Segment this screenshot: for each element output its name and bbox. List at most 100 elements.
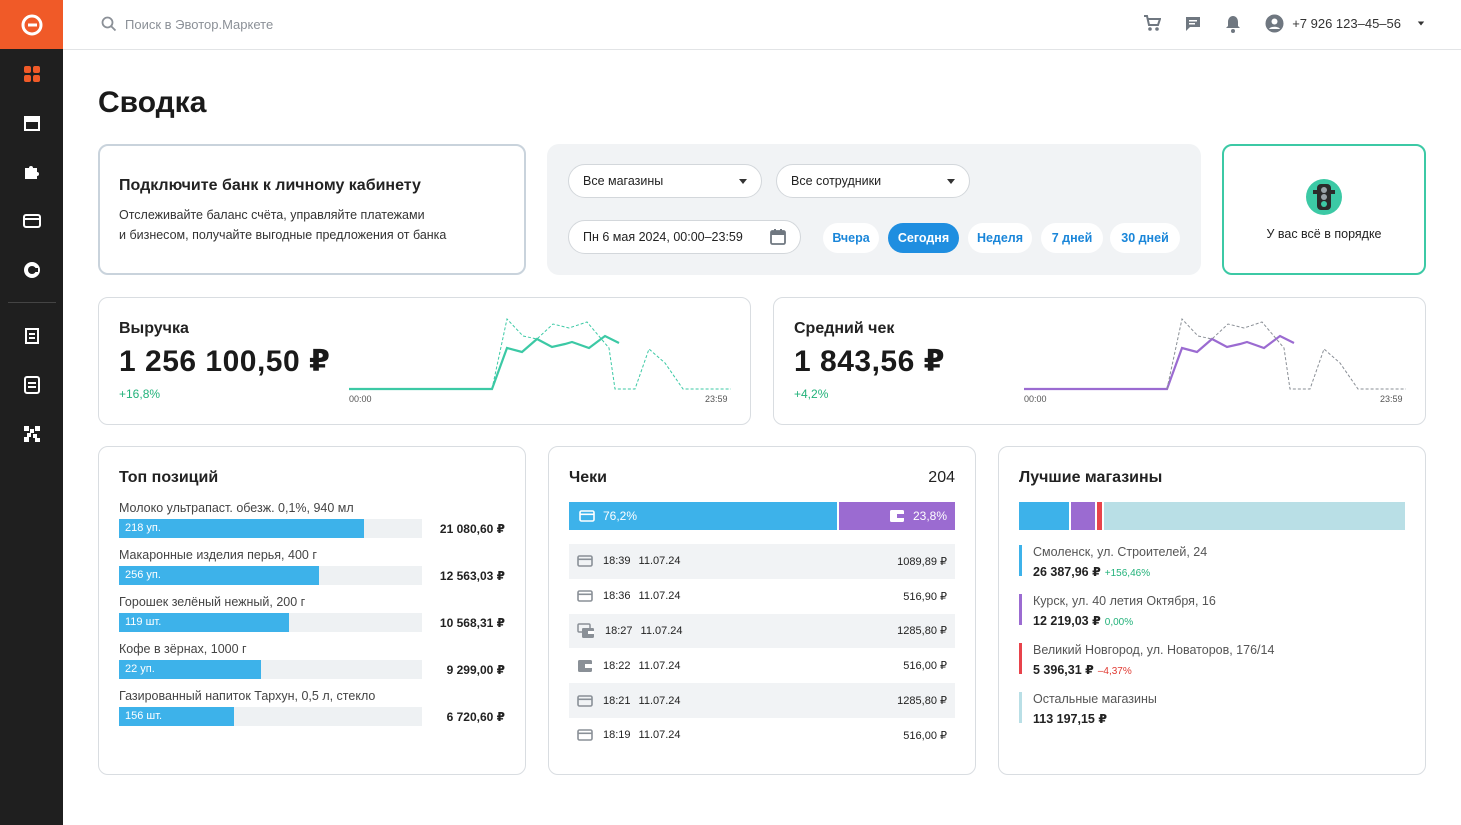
top-item-sum: 10 568,31 ₽ (439, 615, 505, 630)
period-30-days[interactable]: 30 дней (1110, 223, 1180, 253)
store-color-marker (1019, 692, 1022, 723)
store-share-segment (1096, 502, 1105, 530)
card-icon (577, 590, 593, 602)
bank-promo-text: Отслеживайте баланс счёта, управляйте пл… (119, 208, 447, 242)
store-color-marker (1019, 545, 1022, 576)
traffic-light-icon (1306, 178, 1342, 215)
status-card[interactable]: У вас всё в порядке (1222, 144, 1426, 275)
store-item[interactable]: Остальные магазины 113 197,15 ₽ (1019, 692, 1405, 726)
receipt-date: 11.07.24 (638, 659, 681, 672)
receipt-row[interactable]: 18:39 11.07.24 1089,89 ₽ (569, 544, 955, 579)
store-share-segment (1104, 502, 1405, 530)
evotor-logo[interactable] (0, 0, 63, 49)
receipt-date: 11.07.24 (640, 624, 683, 637)
dashboard-icon[interactable] (0, 49, 63, 98)
chevron-down-icon (947, 178, 955, 184)
store-item[interactable]: Курск, ул. 40 летия Октября, 16 12 219,03… (1019, 594, 1405, 628)
top-item[interactable]: Горошек зелёный нежный, 200 г 119 шт. 10 5… (119, 595, 505, 632)
receipt-row[interactable]: 18:27 11.07.24 1285,80 ₽ (569, 613, 955, 649)
top-items-title: Топ позиций (119, 469, 219, 486)
bank-promo-card[interactable]: Подключите банк к личному кабинету Отсле… (98, 144, 526, 275)
avg-check-axis-start: 00:00 (1024, 394, 1047, 404)
receipt-time: 18:36 (603, 590, 631, 603)
avg-check-card[interactable]: Средний чек 1 843,56 ₽ +4,2% 00:00 23:59 (773, 297, 1426, 425)
sidebar (0, 0, 63, 825)
top-item-name: Газированный напиток Тархун, 0,5 л, стек… (119, 689, 376, 703)
cart-icon[interactable] (1143, 15, 1162, 32)
period-today[interactable]: Сегодня (888, 223, 959, 253)
user-menu[interactable]: +7 926 123–45–56 (1265, 14, 1425, 33)
calendar-icon[interactable] (770, 229, 786, 245)
store-revenue: 113 197,15 ₽ (1033, 712, 1108, 726)
receipt-time: 18:21 (603, 694, 631, 707)
period-7-days[interactable]: 7 дней (1041, 223, 1103, 253)
revenue-value: 1 256 100,50 ₽ (119, 345, 331, 378)
receipt-date: 11.07.24 (638, 694, 681, 707)
store-icon[interactable] (0, 98, 63, 147)
receipt-date: 11.07.24 (638, 555, 681, 568)
avg-check-axis-end: 23:59 (1380, 394, 1403, 404)
cash-register-icon[interactable] (0, 311, 63, 360)
card-icon (577, 555, 593, 568)
top-item[interactable]: Макаронные изделия перья, 400 г 256 уп. 12… (119, 548, 505, 585)
store-select[interactable]: Все магазины (568, 164, 762, 198)
store-share-segment (1019, 502, 1072, 530)
avg-check-delta: +4,2% (794, 387, 829, 401)
receipt-amount: 516,90 ₽ (903, 590, 947, 603)
avg-check-value: 1 843,56 ₽ (794, 345, 945, 378)
top-item-name: Макаронные изделия перья, 400 г (119, 548, 317, 562)
receipt-date: 11.07.24 (638, 590, 681, 603)
store-item[interactable]: Смоленск, ул. Строителей, 24 26 387,96 ₽ +… (1019, 545, 1405, 579)
avg-check-label: Средний чек (794, 320, 895, 337)
receipt-row[interactable]: 18:21 11.07.24 1285,80 ₽ (569, 683, 955, 718)
top-items-card[interactable]: Топ позиций Молоко ультрапаст. обезж. 0,… (98, 446, 526, 775)
store-change: 0,00% (1104, 617, 1134, 628)
chevron-down-icon (1417, 21, 1425, 26)
receipt-row[interactable]: 18:36 11.07.24 516,90 ₽ (569, 579, 955, 614)
page-title: Сводка (98, 86, 207, 119)
bank-icon[interactable] (0, 245, 63, 294)
date-range-field[interactable]: Пн 6 мая 2024, 00:00–23:59 (568, 220, 801, 254)
card-icon (577, 694, 593, 707)
store-color-marker (1019, 594, 1022, 625)
top-item-qty: 119 шт. (119, 613, 289, 632)
wallet-icon (889, 510, 904, 522)
top-bar: Поиск в Эвотор.Маркете +7 926 123–45–56 (63, 0, 1461, 50)
best-stores-card[interactable]: Лучшие магазины Смоленск, ул. Строителей… (998, 446, 1426, 775)
store-item[interactable]: Великий Новгород, ул. Новаторов, 176/14 5… (1019, 643, 1405, 677)
card-icon[interactable] (0, 196, 63, 245)
card-share: 76,2% (603, 509, 638, 523)
receipt-amount: 516,00 ₽ (903, 729, 947, 742)
status-text: У вас всё в порядке (1266, 226, 1382, 241)
puzzle-icon[interactable] (0, 147, 63, 196)
receipt-time: 18:19 (603, 729, 631, 742)
top-item-sum: 6 720,60 ₽ (446, 709, 505, 724)
receipts-card[interactable]: Чеки 204 76,2% 23,8% 18:39 11.07.24 1089,8… (548, 446, 976, 775)
marking-icon[interactable] (0, 409, 63, 458)
search-input[interactable]: Поиск в Эвотор.Маркете (125, 16, 274, 32)
top-item[interactable]: Кофе в зёрнах, 1000 г 22 уп. 9 299,00 ₽ (119, 642, 505, 679)
stores-share-bar (1019, 502, 1405, 530)
top-item-sum: 9 299,00 ₽ (446, 662, 505, 677)
period-week[interactable]: Неделя (968, 223, 1032, 253)
receipt-time: 18:39 (603, 555, 631, 568)
store-revenue: 5 396,31 ₽ (1033, 663, 1094, 677)
receipt-row[interactable]: 18:22 11.07.24 516,00 ₽ (569, 648, 955, 683)
bell-icon[interactable] (1225, 15, 1241, 33)
employee-select-value: Все сотрудники (791, 174, 882, 188)
employee-select[interactable]: Все сотрудники (776, 164, 970, 198)
documents-icon[interactable] (0, 360, 63, 409)
store-name: Смоленск, ул. Строителей, 24 (1033, 545, 1208, 559)
wallet-icon (577, 659, 593, 673)
period-yesterday[interactable]: Вчера (823, 223, 879, 253)
chat-icon[interactable] (1185, 16, 1201, 32)
search-icon (101, 16, 117, 32)
top-item[interactable]: Газированный напиток Тархун, 0,5 л, стек… (119, 689, 505, 726)
top-item[interactable]: Молоко ультрапаст. обезж. 0,1%, 940 мл 21… (119, 501, 505, 538)
revenue-card[interactable]: Выручка 1 256 100,50 ₽ +16,8% 00:00 23:5… (98, 297, 751, 425)
receipt-amount: 516,00 ₽ (903, 660, 947, 673)
search-bar[interactable]: Поиск в Эвотор.Маркете (101, 16, 273, 32)
receipt-row[interactable]: 18:19 11.07.24 516,00 ₽ (569, 718, 955, 753)
store-change: –4,37% (1097, 666, 1132, 677)
revenue-label: Выручка (119, 320, 189, 337)
